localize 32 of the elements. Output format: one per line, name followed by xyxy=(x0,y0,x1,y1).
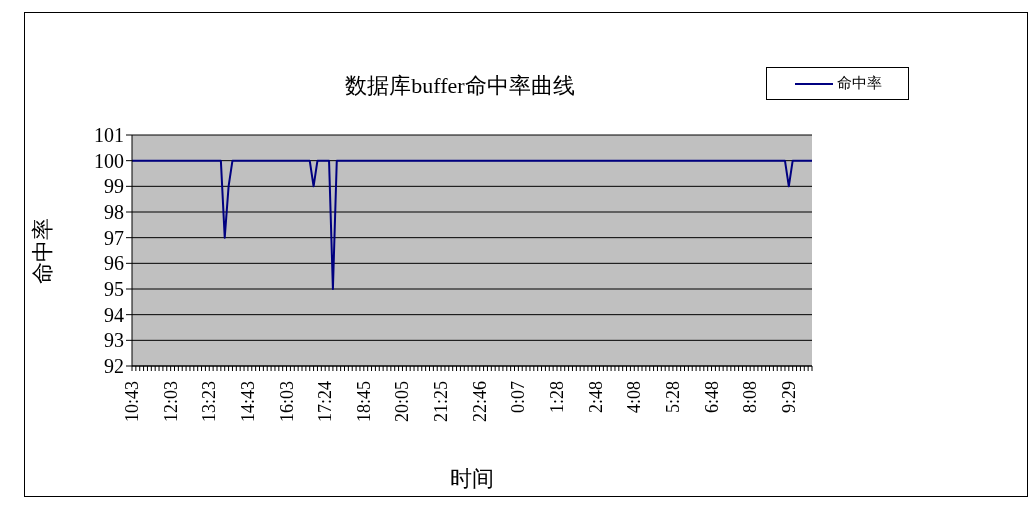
x-tick-label: 6:48 xyxy=(701,381,722,414)
y-tick-label: 96 xyxy=(104,252,124,275)
y-tick-label: 94 xyxy=(104,303,124,326)
x-tick-label: 12:03 xyxy=(160,381,181,423)
y-axis-title: 命中率 xyxy=(29,217,55,284)
x-tick-label: 13:23 xyxy=(199,381,220,423)
chart-title: 数据库buffer命中率曲线 xyxy=(345,73,575,98)
x-tick-label: 4:08 xyxy=(624,381,645,414)
y-tick-label: 92 xyxy=(104,355,124,378)
x-tick-label: 16:03 xyxy=(276,381,297,423)
y-tick-label: 100 xyxy=(94,149,124,172)
x-tick-label: 22:46 xyxy=(469,381,490,423)
x-tick-label: 9:29 xyxy=(778,381,799,414)
x-tick-label: 14:43 xyxy=(237,381,258,423)
y-tick-label: 99 xyxy=(104,175,124,198)
x-tick-label: 0:07 xyxy=(508,381,529,414)
x-tick-label: 10:43 xyxy=(122,381,142,423)
y-tick-label: 97 xyxy=(104,226,124,249)
x-tick-label: 20:05 xyxy=(392,381,413,423)
y-tick-label: 98 xyxy=(104,201,124,224)
x-tick-label: 17:24 xyxy=(315,381,336,423)
x-tick-label: 5:28 xyxy=(662,381,683,414)
x-tick-label: 1:28 xyxy=(547,381,567,414)
x-tick-label: 21:25 xyxy=(431,381,452,423)
x-tick-label: 2:48 xyxy=(585,381,606,414)
x-tick-label: 8:08 xyxy=(740,381,761,414)
y-tick-label: 93 xyxy=(104,329,124,352)
y-tick-label: 101 xyxy=(94,124,124,147)
x-axis-title: 时间 xyxy=(450,466,494,491)
x-tick-label: 18:45 xyxy=(353,381,374,423)
y-tick-label: 95 xyxy=(104,278,124,301)
legend-label: 命中率 xyxy=(837,74,882,93)
